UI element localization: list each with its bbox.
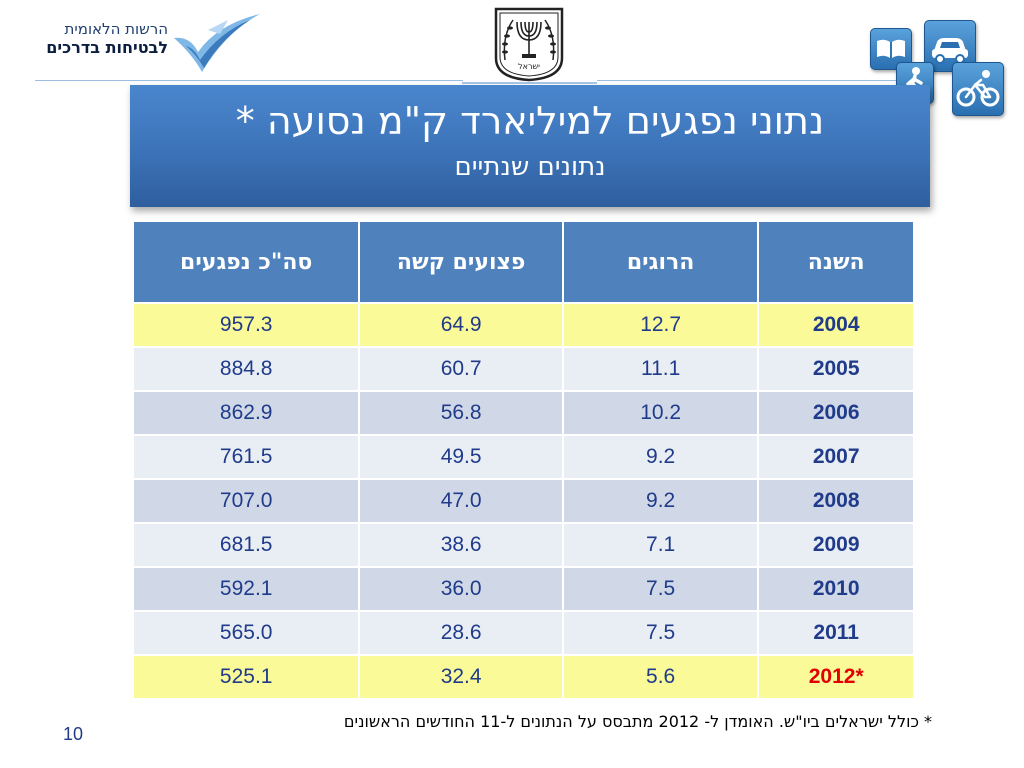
authority-logo: הרשות הלאומית לבטיחות בדרכים xyxy=(18,8,268,80)
serious-cell: 64.9 xyxy=(358,302,564,348)
total-cell: 681.5 xyxy=(131,522,361,568)
killed-cell: 11.1 xyxy=(561,346,760,392)
killed-cell: 9.2 xyxy=(561,434,760,480)
total-cell: 525.1 xyxy=(131,654,361,700)
killed-cell: 9.2 xyxy=(561,478,760,524)
header-year: השנה xyxy=(757,220,915,304)
state-emblem-icon: ישראל xyxy=(494,7,564,82)
total-cell: 884.8 xyxy=(131,346,361,392)
table-header-row: השנה הרוגים פצועים קשה סה"כ נפגעים xyxy=(131,220,915,304)
year-cell: 2004 xyxy=(757,302,915,348)
table-row: 2008 9.2 47.0 707.0 xyxy=(131,478,915,524)
year-cell: 2010 xyxy=(757,566,915,612)
total-cell: 592.1 xyxy=(131,566,361,612)
header-killed: הרוגים xyxy=(561,220,760,304)
logo-line1: הרשות הלאומית xyxy=(64,20,168,38)
serious-cell: 36.0 xyxy=(358,566,564,612)
year-cell: 2009 xyxy=(757,522,915,568)
table-row: 2011 7.5 28.6 565.0 xyxy=(131,610,915,656)
header-divider-left xyxy=(35,80,463,81)
year-cell: *2012 xyxy=(757,654,915,700)
total-cell: 761.5 xyxy=(131,434,361,480)
killed-cell: 5.6 xyxy=(561,654,760,700)
page-number: 10 xyxy=(63,724,84,744)
killed-cell: 12.7 xyxy=(561,302,760,348)
table-row: 2009 7.1 38.6 681.5 xyxy=(131,522,915,568)
year-cell: 2007 xyxy=(757,434,915,480)
page-title: נתוני נפגעים למיליארד ק"מ נסועה * xyxy=(235,99,825,143)
serious-cell: 60.7 xyxy=(358,346,564,392)
page-subtitle: נתונים שנתיים xyxy=(454,152,606,182)
serious-cell: 38.6 xyxy=(358,522,564,568)
logo-text: הרשות הלאומית לבטיחות בדרכים xyxy=(18,20,168,58)
year-cell: 2011 xyxy=(757,610,915,656)
table-row: 2005 11.1 60.7 884.8 xyxy=(131,346,915,392)
header-divider-right xyxy=(597,80,927,81)
serious-cell: 28.6 xyxy=(358,610,564,656)
logo-line2: לבטיחות בדרכים xyxy=(46,38,168,57)
state-emblem-box: ישראל xyxy=(462,0,597,84)
serious-cell: 47.0 xyxy=(358,478,564,524)
year-cell: 2005 xyxy=(757,346,915,392)
casualties-table: השנה הרוגים פצועים קשה סה"כ נפגעים 2004 … xyxy=(131,220,915,700)
header-total-casualties: סה"כ נפגעים xyxy=(131,220,361,304)
checkmark-logo-icon xyxy=(174,14,260,72)
total-cell: 707.0 xyxy=(131,478,361,524)
table-row: 2004 12.7 64.9 957.3 xyxy=(131,302,915,348)
table-row: 2007 9.2 49.5 761.5 xyxy=(131,434,915,480)
serious-cell: 49.5 xyxy=(358,434,564,480)
killed-cell: 7.1 xyxy=(561,522,760,568)
killed-cell: 10.2 xyxy=(561,390,760,436)
footnote: * כולל ישראלים ביו"ש. האומדן ל- 2012 מתב… xyxy=(343,712,932,731)
total-cell: 957.3 xyxy=(131,302,361,348)
table-row: 2006 10.2 56.8 862.9 xyxy=(131,390,915,436)
total-cell: 862.9 xyxy=(131,390,361,436)
bicycle-icon xyxy=(952,62,1004,116)
killed-cell: 7.5 xyxy=(561,610,760,656)
table-row: 2010 7.5 36.0 592.1 xyxy=(131,566,915,612)
year-cell: 2008 xyxy=(757,478,915,524)
serious-cell: 56.8 xyxy=(358,390,564,436)
header-seriously-injured: פצועים קשה xyxy=(358,220,564,304)
title-box: נתוני נפגעים למיליארד ק"מ נסועה * נתונים… xyxy=(130,85,930,207)
road-user-icons xyxy=(868,18,1008,118)
killed-cell: 7.5 xyxy=(561,566,760,612)
serious-cell: 32.4 xyxy=(358,654,564,700)
total-cell: 565.0 xyxy=(131,610,361,656)
year-cell: 2006 xyxy=(757,390,915,436)
emblem-text: ישראל xyxy=(518,62,540,71)
table-row: *2012 5.6 32.4 525.1 xyxy=(131,654,915,700)
